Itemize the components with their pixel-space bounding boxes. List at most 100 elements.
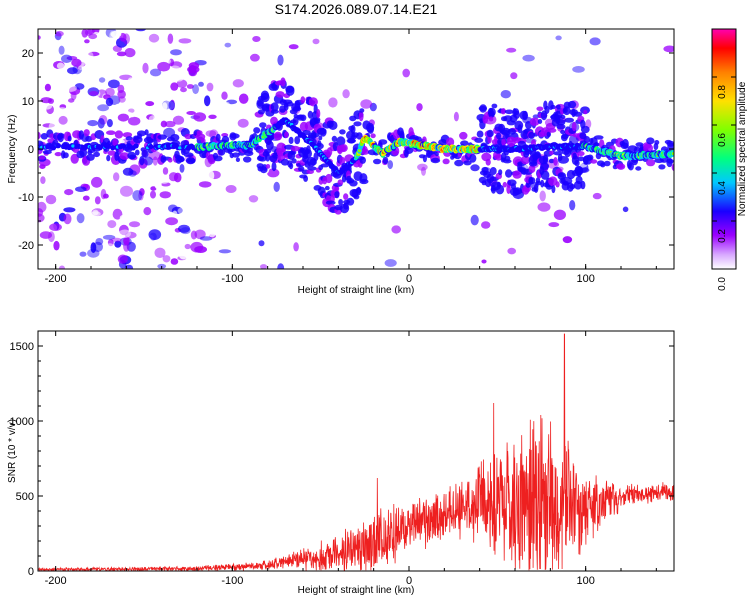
spectrogram-cell — [107, 220, 117, 229]
spectrogram-cell — [537, 202, 551, 212]
spectrogram-cell — [575, 175, 583, 185]
spectrogram-cell — [64, 172, 73, 182]
spectrogram-cell — [243, 103, 253, 115]
spectrogram-cell — [574, 159, 580, 167]
spectrogram-cell — [48, 121, 60, 132]
spectrogram-cell — [121, 144, 126, 148]
spectrogram-cell — [357, 149, 362, 153]
spectrogram-cell — [421, 166, 426, 176]
spectrogram-cell — [180, 87, 187, 93]
spectrogram-cell — [267, 168, 280, 178]
spectrogram-cell — [528, 164, 536, 173]
spectrogram-cell — [168, 172, 179, 182]
spectrogram-cell — [342, 89, 350, 99]
spectrogram-cell — [359, 108, 365, 113]
spectrogram-cell — [328, 120, 338, 130]
spectrogram-cell — [491, 103, 498, 109]
spectrogram-cell — [93, 158, 103, 168]
snr-series-line — [38, 333, 674, 571]
spectrogram-image — [38, 29, 674, 269]
spectrogram-cell — [49, 223, 62, 232]
spectrogram-cell — [569, 33, 577, 41]
spectrogram-cell — [114, 151, 120, 162]
spectrogram-cell — [124, 264, 134, 269]
spectrogram-cell — [358, 111, 364, 122]
spectrogram-cell — [580, 180, 586, 190]
spectrogram-cell — [144, 129, 149, 136]
spectrogram-cell — [80, 231, 91, 238]
spectrogram-cell — [671, 152, 674, 156]
spectrogram-cell — [507, 128, 516, 135]
spectrogram-cell — [148, 115, 160, 123]
spectrogram-cell — [567, 100, 577, 109]
spectrogram-cell — [98, 77, 106, 83]
spectrogram-cell — [306, 145, 311, 155]
spectrogram-cell — [122, 132, 133, 138]
spectrogram-cell — [41, 103, 53, 110]
spectrogram-cell — [460, 140, 469, 146]
spectrogram-cell — [316, 109, 321, 119]
spectrogram-cell — [271, 161, 277, 172]
spectrogram-cell — [534, 151, 541, 159]
spectrogram-cell — [469, 153, 477, 163]
spectrogram-cell — [580, 125, 590, 134]
spectrogram-cell — [129, 94, 137, 101]
spectrogram-cell — [157, 134, 167, 140]
colorbar-gradient — [711, 28, 737, 270]
spectrogram-cell — [243, 156, 252, 163]
spectrogram-cell — [194, 246, 208, 253]
spectrogram-cell — [225, 185, 237, 193]
spectrogram-cell — [556, 119, 566, 126]
spectrogram-cell — [90, 211, 101, 217]
spectrogram-cell — [528, 131, 536, 139]
spectrogram-cell — [119, 152, 130, 160]
spectrogram-cell — [183, 152, 194, 158]
spectrogram-cell — [106, 154, 111, 162]
spectrogram-cell — [336, 136, 346, 147]
snr-panel: -200 -100 0 100 0 500 1000 1500 Height of stra… — [7, 330, 675, 596]
spectrogram-cell — [514, 120, 524, 130]
spectrogram-cell — [87, 40, 98, 47]
spectrogram-cell — [654, 140, 660, 145]
spectrogram-cell — [517, 102, 525, 113]
spectrogram-cell — [128, 221, 141, 228]
spectrogram-cell — [154, 48, 167, 59]
spectrogram-cell — [318, 135, 323, 141]
snr-x-tick-label: 0 — [406, 575, 412, 587]
spectrogram-cell — [39, 231, 53, 239]
spectrogram-cell — [505, 169, 513, 178]
spectrogram-cell — [178, 249, 189, 260]
spectrogram-cell — [208, 89, 220, 99]
spectrogram-cell — [339, 129, 346, 135]
spectrogram-cell — [97, 104, 109, 112]
spectrogram-cell — [79, 147, 88, 158]
spectrogram-cell — [489, 167, 497, 175]
spectrogram-cell — [204, 95, 211, 107]
spectrogram-cell — [40, 97, 52, 104]
spectrogram-cell — [560, 129, 566, 135]
spectrogram-cell — [231, 152, 240, 158]
spectrogram-cell — [293, 242, 299, 252]
spectrogram-cell — [178, 38, 192, 44]
spectrogram-cell — [590, 159, 598, 164]
spectrogram-cell — [115, 57, 125, 63]
spectrogram-cell — [165, 217, 179, 226]
spectrogram-cell — [264, 148, 272, 154]
spectrogram-cell — [512, 170, 522, 179]
spectrogram-cell — [334, 186, 340, 192]
spectrogram-cell — [434, 151, 439, 157]
spectrogram-cell — [93, 151, 100, 158]
snr-y-axis-label: SNR (10 * v/v) — [7, 419, 18, 483]
spectrogram-cell — [207, 227, 217, 238]
spectrogram-cell — [339, 144, 348, 153]
spectrogram-cell — [205, 75, 216, 83]
spectrogram-cell — [520, 155, 531, 165]
colorbar-tick-label: 0.4 — [717, 181, 728, 195]
spectrogram-cell — [258, 240, 265, 247]
spectrogram-cell — [87, 120, 99, 127]
spectrogram-cell — [250, 53, 260, 62]
spectrogram-cell — [54, 152, 62, 157]
spectrogram-x-tick-label: 100 — [576, 273, 594, 285]
spectrogram-cell — [494, 153, 503, 161]
spectrogram-cell — [123, 174, 129, 181]
